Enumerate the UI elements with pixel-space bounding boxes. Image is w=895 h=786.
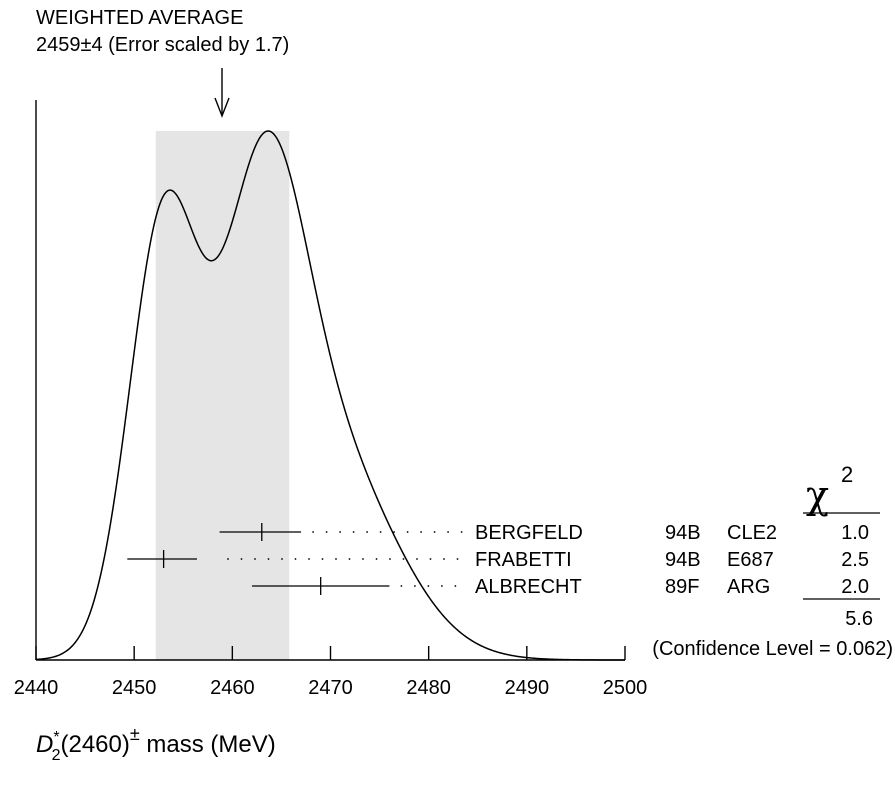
chi2-total: 5.6 — [845, 608, 873, 630]
leader-dot — [312, 531, 314, 533]
leader-dot — [447, 531, 449, 533]
measurement-rows: BERGFELD 94B CLE2 1.0 FRABETTI 94B E687 2.5 ALBR… — [127, 522, 869, 598]
leader-dot — [227, 558, 229, 560]
leader-dot — [281, 558, 283, 560]
leader-dot — [393, 531, 395, 533]
leader-dot — [240, 558, 243, 560]
measurement-chi2: 2.5 — [841, 549, 869, 571]
leader-dot — [339, 531, 341, 533]
measurement-experiment: ARG — [727, 576, 770, 598]
measurement-experiment: E687 — [727, 549, 774, 571]
measurement-author: BERGFELD — [475, 522, 583, 544]
leader-dot — [454, 585, 457, 587]
measurement-author: ALBRECHT — [475, 576, 582, 598]
confidence-level: (Confidence Level = 0.062) — [652, 638, 893, 660]
chi2-symbol: χ — [806, 473, 829, 517]
leader-dot — [460, 531, 463, 533]
x-tick-label-2480: 2480 — [406, 677, 451, 699]
measurement-ref: 89F — [665, 576, 699, 598]
leader-dot — [308, 558, 310, 560]
x-tick-label-2490: 2490 — [505, 677, 550, 699]
leader-dot — [321, 558, 324, 560]
x-axis-ticks: 2440 2450 2460 2470 2480 2490 2500 — [14, 646, 648, 699]
x-tick-label-2470: 2470 — [308, 677, 353, 699]
leader-dot — [352, 531, 355, 533]
leader-dot — [267, 558, 270, 560]
leader-dot — [325, 531, 328, 533]
leader-dot — [427, 585, 430, 587]
leader-dot — [375, 558, 378, 560]
leader-dot — [416, 558, 418, 560]
x-tick-label-2450: 2450 — [112, 677, 157, 699]
leader-dot — [441, 585, 443, 587]
chi2-header: χ 2 — [806, 462, 853, 517]
measurement-chi2: 2.0 — [841, 576, 869, 598]
leader-dot — [406, 531, 409, 533]
leader-dot — [429, 558, 432, 560]
leader-dot — [433, 531, 436, 533]
leader-dot — [456, 558, 459, 560]
leader-dot — [414, 585, 416, 587]
x-tick-label-2440: 2440 — [14, 677, 59, 699]
leader-dot — [366, 531, 368, 533]
x-axis-label: D* 2(2460)± mass (MeV) — [36, 724, 276, 764]
leader-dot — [400, 585, 403, 587]
leader-dot — [379, 531, 382, 533]
measurement-author: FRABETTI — [475, 549, 572, 571]
leader-dot — [420, 531, 422, 533]
leader-dot — [362, 558, 364, 560]
chart-title: WEIGHTED AVERAGE — [36, 7, 243, 29]
measurement-experiment: CLE2 — [727, 522, 777, 544]
chart-subtitle: 2459±4 (Error scaled by 1.7) — [36, 34, 289, 56]
chi2-exponent: 2 — [841, 462, 853, 487]
average-arrow — [214, 68, 230, 118]
leader-dot — [402, 558, 405, 560]
measurement-ref: 94B — [665, 549, 701, 571]
measurement-chi2: 1.0 — [841, 522, 869, 544]
leader-dot — [389, 558, 391, 560]
average-error-band — [155, 131, 290, 660]
leader-dot — [294, 558, 297, 560]
leader-dot — [443, 558, 445, 560]
leader-dot — [254, 558, 256, 560]
x-tick-label-2460: 2460 — [210, 677, 255, 699]
leader-dot — [335, 558, 337, 560]
measurement-ref: 94B — [665, 522, 701, 544]
x-tick-label-2500: 2500 — [603, 677, 648, 699]
leader-dot — [348, 558, 351, 560]
